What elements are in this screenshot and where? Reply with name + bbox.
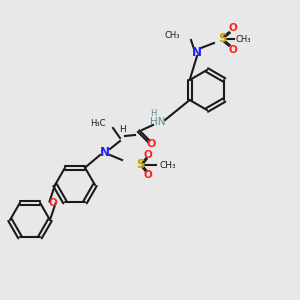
Text: O: O [144,170,152,180]
Text: H: H [118,125,125,134]
Text: N: N [100,146,110,158]
Text: CH₃: CH₃ [164,32,180,40]
Text: CH₃: CH₃ [160,160,177,169]
Text: O: O [48,197,57,208]
Text: O: O [146,139,156,149]
Text: O: O [144,150,152,160]
Text: CH₃: CH₃ [236,34,251,43]
Text: S: S [136,158,144,172]
Text: O: O [229,45,237,55]
Text: HN: HN [150,117,166,127]
Text: S: S [218,32,226,46]
Text: N: N [192,46,202,59]
Text: O: O [229,23,237,33]
Text: H: H [150,110,156,118]
Text: H₃C: H₃C [91,118,106,127]
